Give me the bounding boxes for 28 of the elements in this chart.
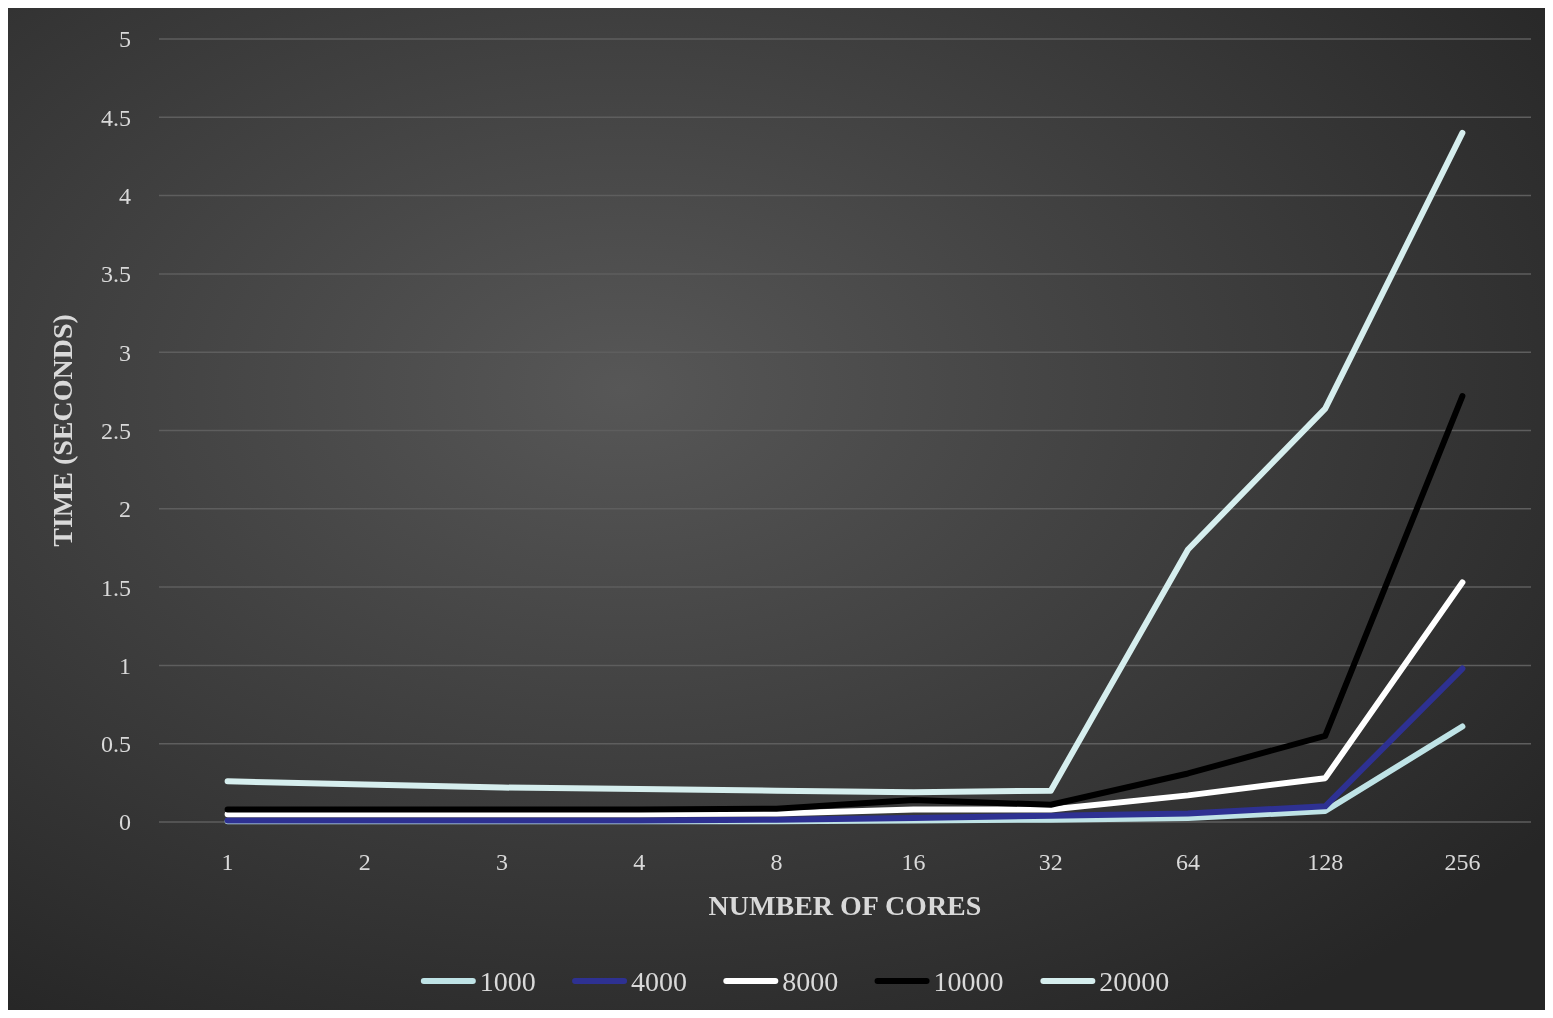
x-axis-title: NUMBER OF CORES [708,890,982,921]
legend-label: 1000 [479,965,536,997]
x-tick-label: 128 [1307,849,1344,876]
legend-label: 10000 [933,965,1004,997]
y-tick-label: 0.5 [101,731,131,758]
y-tick-label: 3.5 [101,261,131,288]
y-tick-label: 1 [119,652,131,679]
x-tick-label: 1 [221,849,234,876]
y-tick-label: 4.5 [101,104,131,131]
y-axis-title: TIME (SECONDS) [47,314,78,547]
y-tick-label: 2.5 [101,417,131,444]
x-tick-label: 64 [1176,849,1200,876]
legend-label: 4000 [631,965,688,997]
legend-label: 20000 [1099,965,1170,997]
y-tick-label: 0 [119,809,131,836]
y-tick-label: 2 [119,496,131,523]
x-tick-label: 3 [496,849,508,876]
x-tick-label: 256 [1444,849,1481,876]
y-tick-label: 1.5 [101,574,131,601]
x-tick-label: 2 [358,849,371,876]
x-tick-label: 8 [770,849,783,876]
y-tick-label: 5 [119,26,131,53]
legend-label: 8000 [782,965,839,997]
y-tick-label: 3 [119,339,131,366]
x-tick-label: 32 [1038,849,1063,876]
x-tick-label: 4 [633,849,646,876]
y-tick-label: 4 [119,183,131,209]
x-tick-label: 16 [901,849,926,876]
